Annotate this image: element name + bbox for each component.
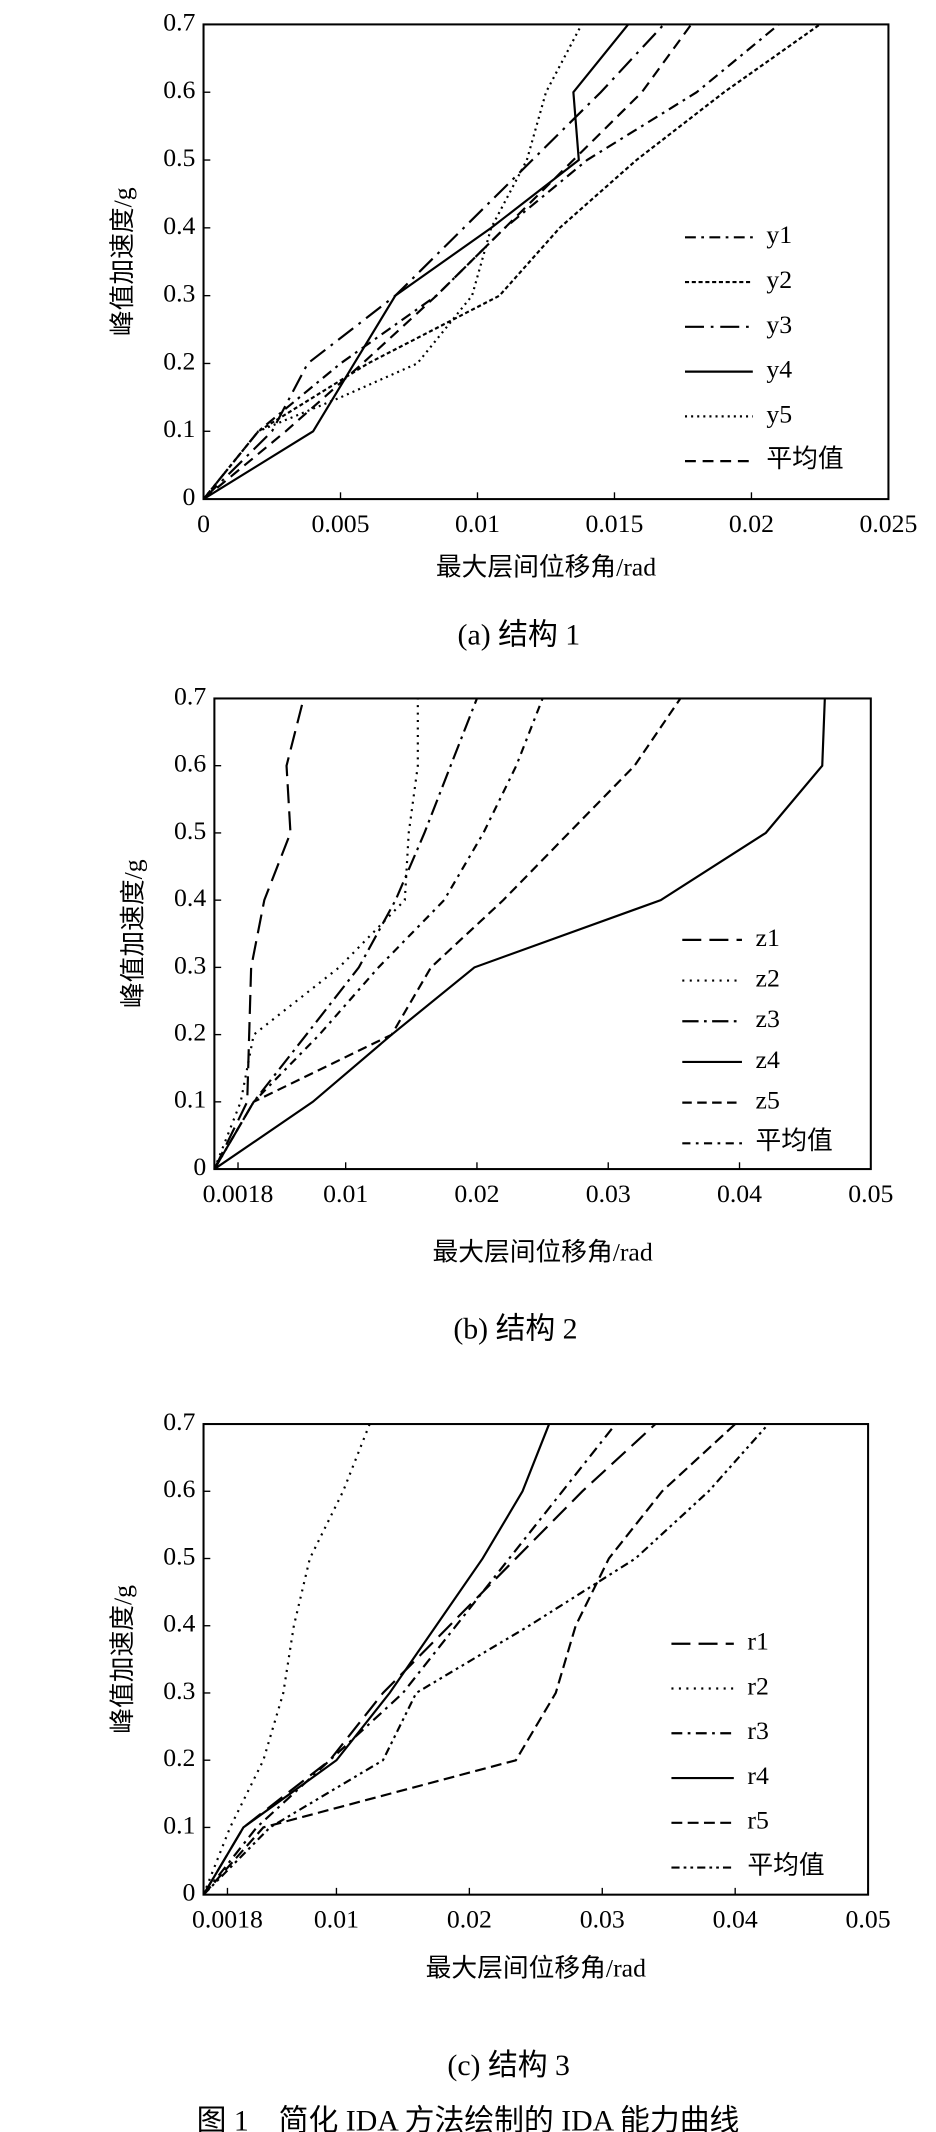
x-tick-label: 0.01 [455, 509, 500, 538]
series-line [213, 698, 826, 1170]
series-line [202, 23, 693, 500]
legend-label: y1 [766, 220, 792, 249]
legend-label: 平均值 [747, 1850, 824, 1879]
figure-caption: 图 1 简化 IDA 方法绘制的 IDA 能力曲线 [197, 2105, 740, 2132]
legend-label: r2 [747, 1671, 768, 1700]
y-tick-label: 0.3 [174, 950, 206, 979]
series-line [202, 1423, 736, 1896]
y-tick-label: 0.1 [174, 1085, 206, 1114]
legend-label: 平均值 [756, 1126, 833, 1155]
series-line [202, 23, 821, 500]
series-line [202, 1423, 371, 1896]
y-axis-label: 峰值加速度/g [108, 187, 137, 336]
legend-label: y2 [766, 265, 792, 294]
y-tick-label: 0.2 [163, 346, 195, 375]
legend-label: y4 [766, 355, 792, 384]
plot-frame [202, 23, 890, 501]
x-tick-label: 0.02 [454, 1179, 499, 1208]
x-tick-label: 0.01 [323, 1179, 368, 1208]
x-tick-label: 0.04 [717, 1179, 762, 1208]
series-line [202, 23, 630, 501]
series-line [202, 1423, 617, 1896]
y-tick-label: 0 [183, 482, 196, 511]
legend-label: z3 [756, 1004, 780, 1033]
x-tick-label: 0 [197, 509, 210, 538]
series-line [202, 23, 583, 500]
legend-label: r4 [747, 1761, 769, 1790]
subcaption: (a) 结构 1 [458, 618, 581, 651]
y-tick-label: 0.6 [163, 75, 195, 104]
x-tick-label: 0.015 [586, 509, 644, 538]
x-tick-label: 0.025 [859, 509, 917, 538]
y-tick-label: 0.4 [163, 211, 195, 240]
legend-label: z5 [756, 1086, 780, 1115]
series-line [202, 1423, 770, 1896]
legend-label: r3 [747, 1716, 768, 1745]
y-axis-label: 峰值加速度/g [108, 1585, 137, 1734]
legend-label: z4 [756, 1045, 780, 1074]
y-tick-label: 0.7 [163, 7, 195, 36]
x-tick-label: 0.01 [314, 1905, 359, 1934]
x-tick-label: 0.005 [312, 509, 370, 538]
subcaption: (c) 结构 3 [447, 2049, 570, 2082]
y-tick-label: 0.7 [163, 1407, 195, 1436]
legend-label: r5 [747, 1806, 768, 1835]
x-tick-label: 0.04 [713, 1905, 758, 1934]
y-tick-label: 0.7 [174, 681, 206, 710]
series-line [213, 698, 305, 1170]
y-tick-label: 0.1 [163, 1810, 195, 1839]
y-tick-label: 0.2 [163, 1743, 195, 1772]
series-line [202, 1423, 551, 1896]
y-tick-label: 0.6 [174, 749, 206, 778]
y-tick-label: 0 [193, 1152, 206, 1181]
series-line [213, 698, 544, 1170]
series-line [202, 23, 665, 500]
y-tick-label: 0.5 [174, 816, 206, 845]
x-tick-label: 0.05 [846, 1905, 891, 1934]
y-tick-label: 0.6 [163, 1474, 195, 1503]
legend-label: 平均值 [766, 444, 843, 473]
x-tick-label: 0.03 [580, 1905, 625, 1934]
y-axis-label: 峰值加速度/g [119, 859, 148, 1008]
y-tick-label: 0.4 [163, 1609, 195, 1638]
legend-label: z1 [756, 923, 780, 952]
y-tick-label: 0.2 [174, 1018, 206, 1047]
plot-frame [202, 1423, 870, 1896]
x-axis-label: 最大层间位移角/rad [426, 1954, 646, 1983]
legend-label: y3 [766, 310, 792, 339]
legend-label: r1 [747, 1627, 768, 1656]
series-line [213, 698, 419, 1170]
subcaption: (b) 结构 2 [453, 1313, 577, 1346]
x-tick-label: 0.05 [848, 1179, 893, 1208]
y-tick-label: 0.1 [163, 414, 195, 443]
x-tick-label: 0.02 [729, 509, 774, 538]
y-tick-label: 0.4 [174, 883, 206, 912]
series-line [213, 697, 682, 1170]
x-axis-label: 最大层间位移角/rad [432, 1237, 652, 1266]
y-tick-label: 0.3 [163, 279, 195, 308]
y-tick-label: 0 [183, 1878, 196, 1907]
y-tick-label: 0.5 [163, 143, 195, 172]
legend-label: z2 [756, 963, 780, 992]
series-line [213, 698, 478, 1170]
x-tick-label: 0.02 [447, 1905, 492, 1934]
y-tick-label: 0.5 [163, 1541, 195, 1570]
x-tick-label: 0.0018 [192, 1905, 263, 1934]
y-tick-label: 0.3 [163, 1676, 195, 1705]
legend-label: y5 [766, 399, 792, 428]
x-axis-label: 最大层间位移角/rad [436, 553, 656, 582]
x-tick-label: 0.03 [586, 1179, 631, 1208]
x-tick-label: 0.0018 [203, 1179, 274, 1208]
